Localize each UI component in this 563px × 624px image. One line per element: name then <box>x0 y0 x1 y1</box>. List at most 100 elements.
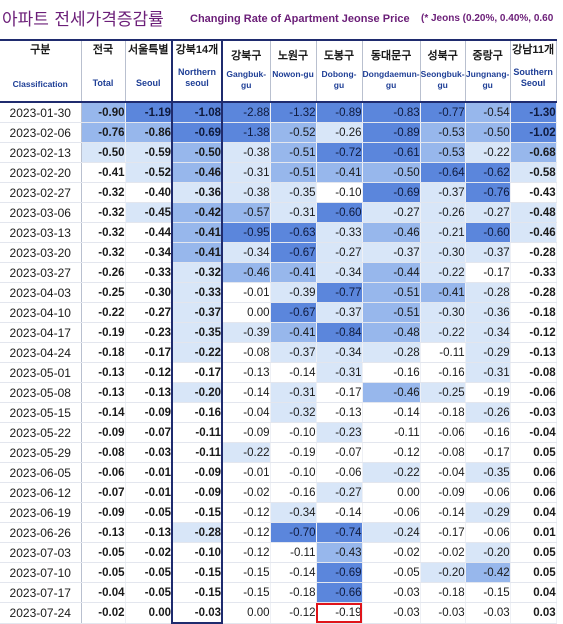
cell-gangbuk: -0.12 <box>222 502 271 523</box>
cell-sb: -0.17 <box>420 522 466 543</box>
row-date: 2023-07-03 <box>0 542 82 563</box>
cell-dobong: -0.14 <box>316 502 363 523</box>
cell-dobong: -0.72 <box>316 142 363 163</box>
cell-ddm: -0.16 <box>362 362 421 383</box>
cell-gangbuk: -0.46 <box>222 262 271 283</box>
cell-seoul: -0.03 <box>125 442 173 463</box>
cell-south: -0.12 <box>510 322 557 343</box>
cell-south: -0.58 <box>510 162 557 183</box>
cell-south: 0.03 <box>510 602 557 624</box>
cell-ddm: -0.22 <box>362 462 421 483</box>
table-row: 2023-02-13 -0.50 -0.59 -0.50 -0.38 -0.51 -0.72… <box>0 142 557 163</box>
cell-gangbuk: -0.15 <box>222 562 271 583</box>
cell-nat: -0.26 <box>81 262 126 283</box>
cell-seoul: -0.45 <box>125 202 173 223</box>
cell-dobong: -0.31 <box>316 362 363 383</box>
cell-sb: -0.16 <box>420 362 466 383</box>
cell-dobong: -0.10 <box>316 182 363 203</box>
cell-north: -0.22 <box>171 342 223 363</box>
row-date: 2023-06-05 <box>0 462 82 483</box>
cell-ddm: -0.89 <box>362 122 421 143</box>
cell-north: -0.33 <box>171 282 223 303</box>
cell-sb: -0.03 <box>420 602 466 624</box>
row-date: 2023-05-15 <box>0 402 82 423</box>
cell-nowon: -0.31 <box>270 202 317 223</box>
cell-nowon: -0.18 <box>270 582 317 603</box>
cell-jn: -0.20 <box>465 542 511 563</box>
cell-nat: -0.13 <box>81 382 126 403</box>
cell-nat: -0.07 <box>81 482 126 503</box>
cell-north: -0.36 <box>171 182 223 203</box>
table-row: 2023-02-27 -0.32 -0.40 -0.36 -0.38 -0.35 -0.10… <box>0 182 557 203</box>
cell-nowon: -0.34 <box>270 502 317 523</box>
cell-south: -1.02 <box>510 122 557 143</box>
cell-gangbuk: -0.12 <box>222 542 271 563</box>
cell-nowon: -0.10 <box>270 462 317 483</box>
cell-dobong: -0.33 <box>316 222 363 243</box>
table-row: 2023-03-13 -0.32 -0.44 -0.41 -0.95 -0.63 -0.33… <box>0 222 557 243</box>
cell-south: -0.08 <box>510 362 557 383</box>
cell-sb: -0.11 <box>420 342 466 363</box>
cell-dobong: -0.27 <box>316 482 363 503</box>
cell-ddm: -0.12 <box>362 442 421 463</box>
cell-sb: -0.14 <box>420 502 466 523</box>
cell-south: 0.04 <box>510 582 557 603</box>
cell-jn: -0.16 <box>465 422 511 443</box>
cell-nowon: -0.16 <box>270 482 317 503</box>
cell-jn: -0.36 <box>465 302 511 323</box>
cell-north: -0.09 <box>171 482 223 503</box>
cell-sb: -0.04 <box>420 462 466 483</box>
cell-jn: -0.42 <box>465 562 511 583</box>
cell-jn: -0.37 <box>465 242 511 263</box>
cell-gangbuk: -0.01 <box>222 282 271 303</box>
cell-south: -1.30 <box>510 102 557 123</box>
cell-nat: -0.14 <box>81 402 126 423</box>
cell-nowon: -0.41 <box>270 322 317 343</box>
cell-dobong: -0.77 <box>316 282 363 303</box>
cell-gangbuk: -0.13 <box>222 362 271 383</box>
cell-south: 0.04 <box>510 502 557 523</box>
cell-nat: -0.09 <box>81 502 126 523</box>
cell-ddm: -0.06 <box>362 502 421 523</box>
cell-sb: -0.22 <box>420 262 466 283</box>
col-header-seongbuk: 성북구 Seongbuk-gu <box>419 39 466 103</box>
table-row: 2023-03-20 -0.32 -0.34 -0.41 -0.34 -0.67 -0.27… <box>0 242 557 263</box>
cell-nat: -0.04 <box>81 582 126 603</box>
cell-nat: -0.08 <box>81 442 126 463</box>
cell-gangbuk: -0.95 <box>222 222 271 243</box>
row-date: 2023-05-29 <box>0 442 82 463</box>
cell-sb: -0.30 <box>420 302 466 323</box>
cell-seoul: -0.12 <box>125 362 173 383</box>
cell-ddm: -0.46 <box>362 222 421 243</box>
cell-south: -0.68 <box>510 142 557 163</box>
cell-gangbuk: -0.22 <box>222 442 271 463</box>
col-header-en: Northern seoul <box>178 67 216 88</box>
cell-gangbuk: -1.38 <box>222 122 271 143</box>
cell-north: -0.03 <box>171 602 223 624</box>
col-header-en: Southern Seoul <box>513 67 553 88</box>
table-row: 2023-05-08 -0.13 -0.13 -0.20 -0.14 -0.31 -0.17… <box>0 382 557 403</box>
cell-dobong: -0.69 <box>316 562 363 583</box>
cell-sb: -0.41 <box>420 282 466 303</box>
cell-sb: -0.30 <box>420 242 466 263</box>
cell-nowon: -0.31 <box>270 382 317 403</box>
cell-nowon: -0.37 <box>270 342 317 363</box>
cell-gangbuk: 0.00 <box>222 302 271 323</box>
cell-jn: -0.31 <box>465 362 511 383</box>
table-row: 2023-06-05 -0.06 -0.01 -0.09 -0.01 -0.10 -0.06… <box>0 462 557 483</box>
cell-nat: -0.90 <box>81 102 126 123</box>
cell-jn: -0.29 <box>465 342 511 363</box>
col-header-seoul: 서울특별 Seoul <box>124 39 173 103</box>
cell-ddm: -0.02 <box>362 542 421 563</box>
cell-jn: -0.35 <box>465 462 511 483</box>
cell-north: -0.11 <box>171 442 223 463</box>
cell-nat: -0.50 <box>81 142 126 163</box>
cell-nat: -0.02 <box>81 602 126 624</box>
cell-jn: -0.54 <box>465 102 511 123</box>
cell-ddm: -0.51 <box>362 282 421 303</box>
col-header-en: Dongdaemun-gu <box>362 69 420 90</box>
cell-ddm: -0.24 <box>362 522 421 543</box>
cell-gangbuk: -0.12 <box>222 522 271 543</box>
cell-ddm: -0.61 <box>362 142 421 163</box>
cell-sb: -0.06 <box>420 422 466 443</box>
